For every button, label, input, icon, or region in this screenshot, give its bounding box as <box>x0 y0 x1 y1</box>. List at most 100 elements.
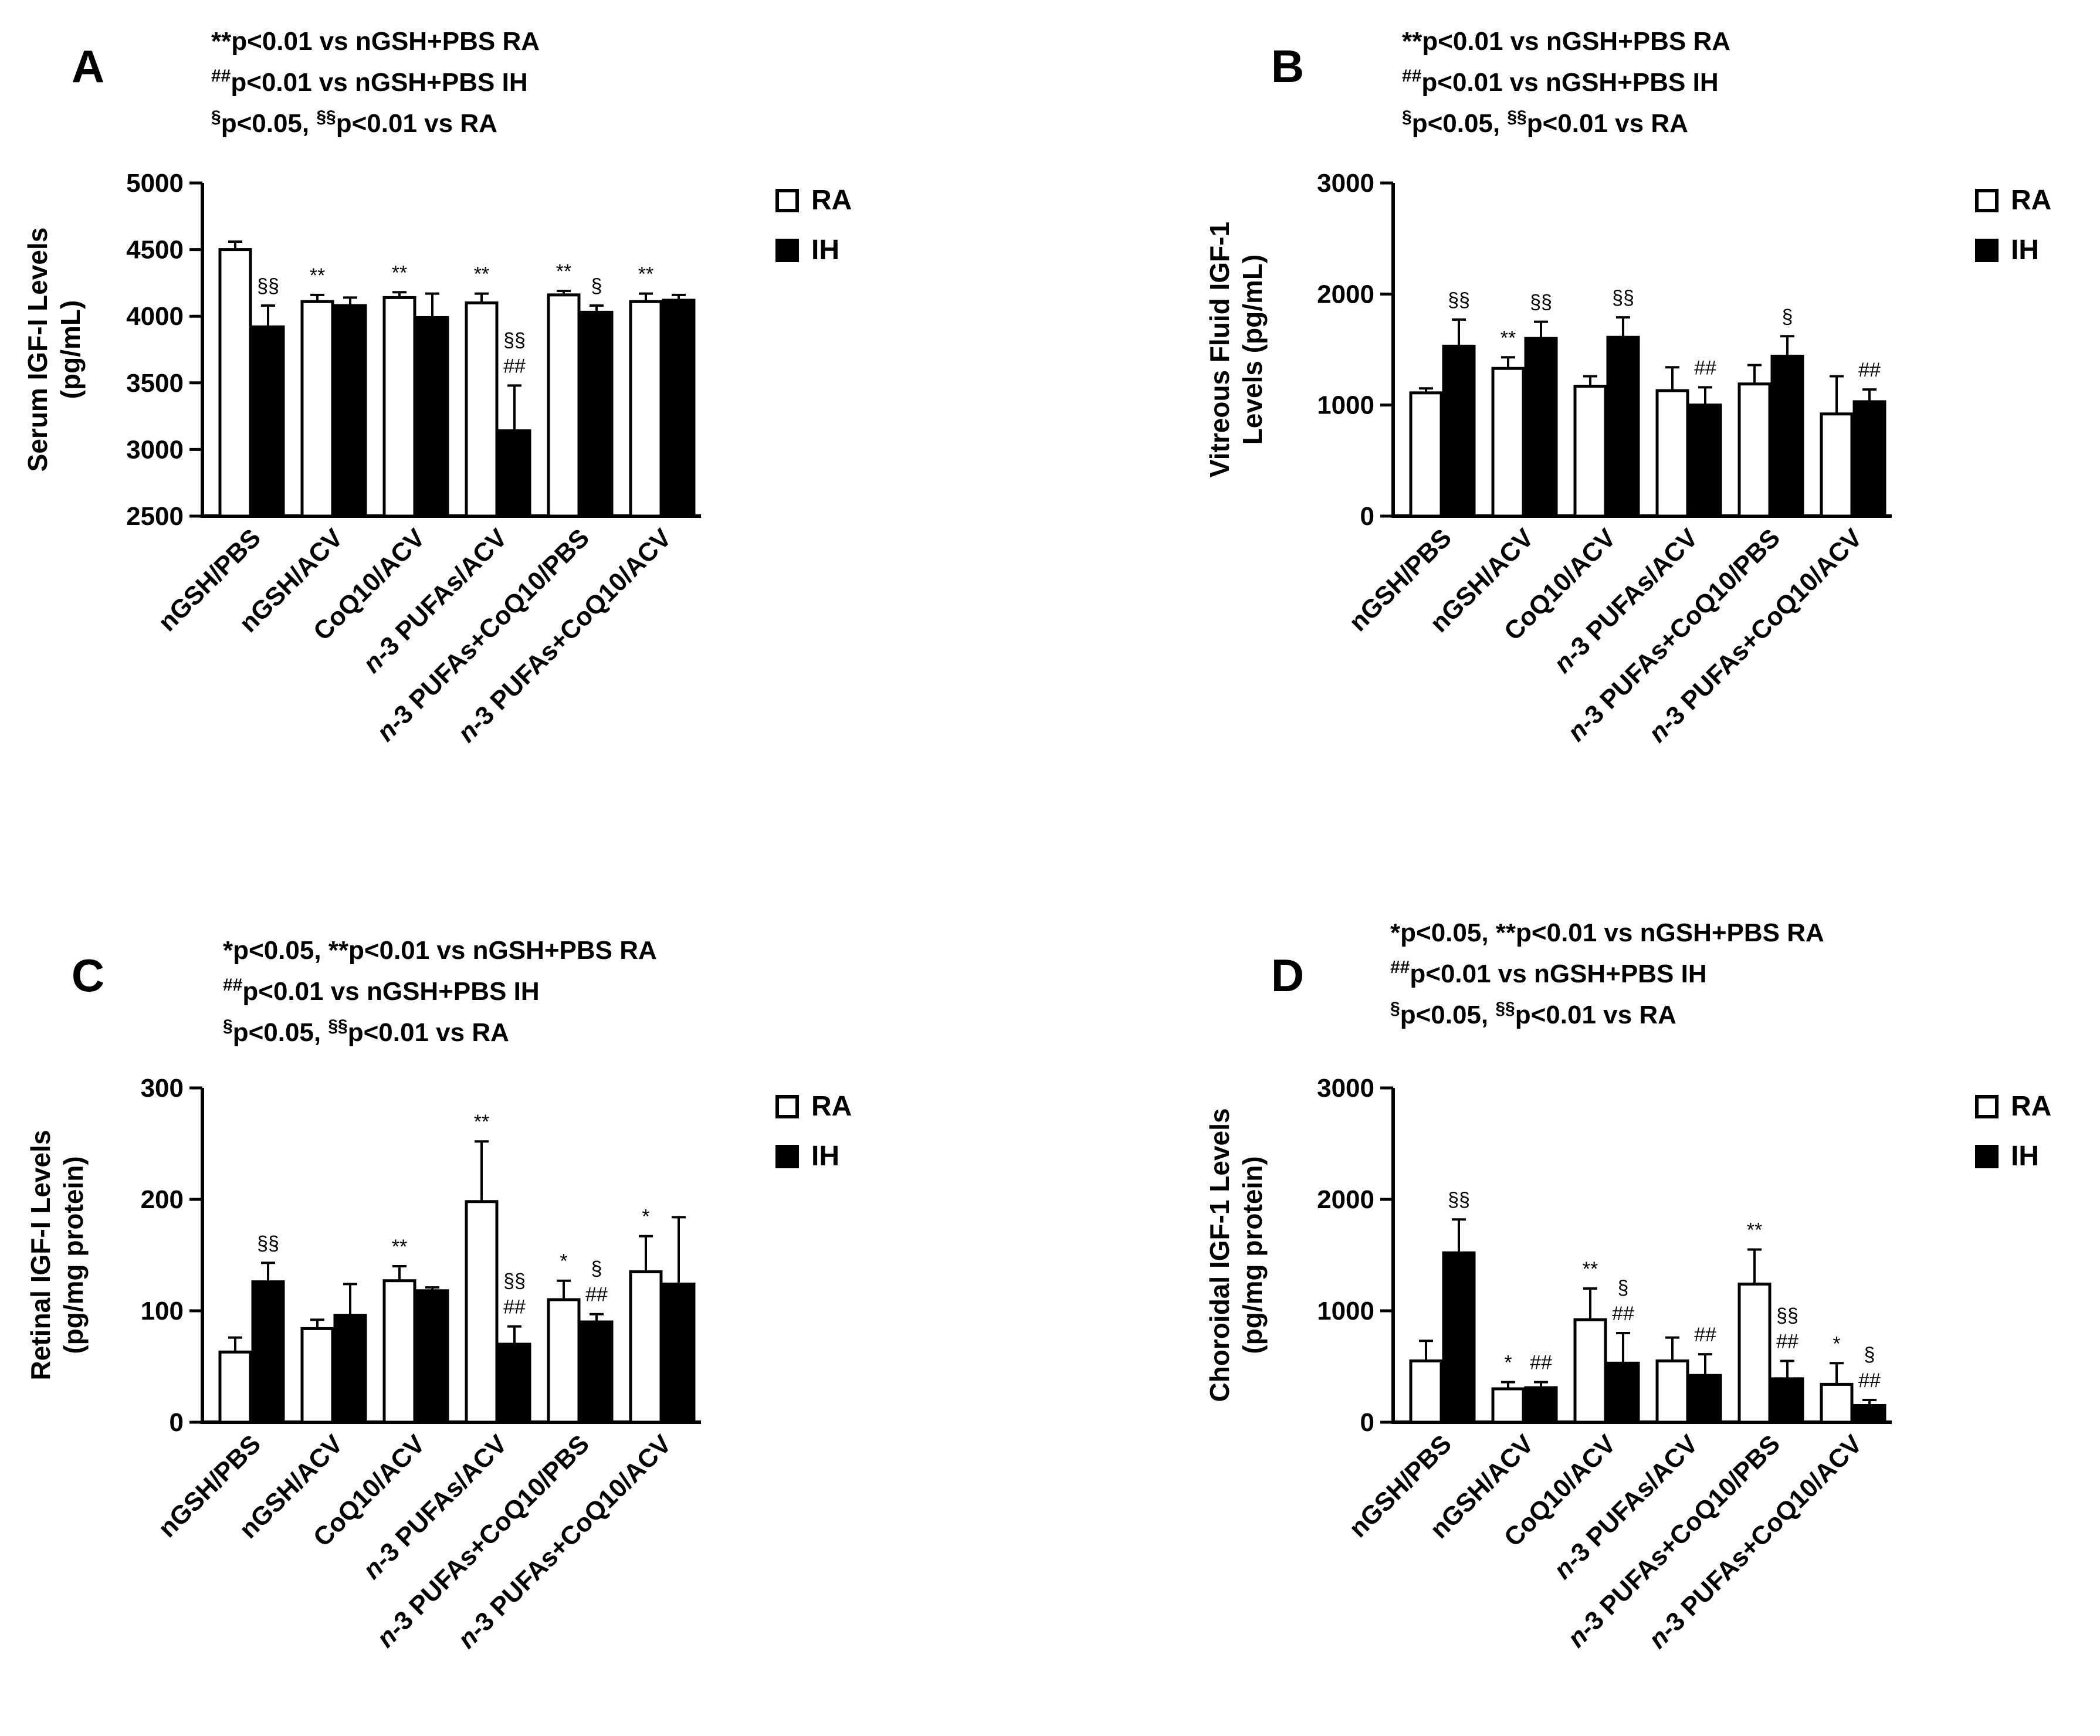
note-superscript: ## <box>1390 958 1410 977</box>
significance-mark: ## <box>1612 1303 1634 1325</box>
bar-ih <box>1852 1404 1886 1424</box>
y-tick-label: 0 <box>170 1408 184 1437</box>
significance-note: ##p<0.01 vs nGSH+PBS IH <box>223 975 540 1006</box>
legend-swatch-ih <box>1975 239 1999 262</box>
note-text: p<0.05, <box>1400 1001 1496 1029</box>
y-tick-label: 100 <box>141 1297 184 1325</box>
significance-mark: ** <box>638 263 653 286</box>
legend-swatch-ra <box>775 1095 799 1118</box>
y-tick-label: 2000 <box>1317 280 1374 308</box>
bar-ih <box>1606 335 1640 518</box>
bar-ra <box>218 1350 252 1424</box>
significance-mark: ## <box>1858 359 1881 381</box>
significance-mark: ## <box>1530 1352 1552 1374</box>
y-axis-label-line: (pg/mg protein) <box>58 1156 89 1354</box>
significance-note: §p<0.05, §§p<0.01 vs RA <box>223 1016 509 1047</box>
significance-note: §p<0.05, §§p<0.01 vs RA <box>1402 107 1688 138</box>
significance-mark: ** <box>392 262 407 284</box>
bar-ra <box>465 1200 499 1424</box>
note-text: p<0.01 vs RA <box>348 1018 509 1047</box>
y-axis-label: Vitreous Fluid IGF-1Levels (pg/mL) <box>1204 222 1268 477</box>
chart-panel-b: B **p<0.01 vs nGSH+PBS RA##p<0.01 vs nGSH… <box>1204 27 2051 748</box>
significance-mark: ** <box>1501 327 1516 349</box>
chart-panel-c: C *p<0.05, **p<0.01 vs nGSH+PBS RA##p<0.0… <box>25 936 852 1654</box>
legend: RA IH <box>1975 185 2051 266</box>
significance-mark: §§ <box>257 1232 279 1254</box>
bar-ih <box>1688 404 1722 518</box>
significance-mark: ** <box>1583 1258 1598 1280</box>
significance-mark: §§ <box>503 329 526 351</box>
bar-ra <box>1655 1359 1689 1424</box>
significance-mark: ## <box>1776 1331 1798 1353</box>
bar-ih <box>497 429 531 518</box>
note-superscript: § <box>1402 107 1412 127</box>
legend-swatch-ra <box>775 189 799 212</box>
bar-ra <box>300 300 334 518</box>
note-text: p<0.01 vs nGSH+PBS IH <box>242 977 539 1006</box>
significance-mark: ## <box>503 1296 526 1318</box>
panel-letter: C <box>72 950 104 1001</box>
note-text: p<0.01 vs nGSH+PBS IH <box>1421 68 1718 97</box>
legend-label-ih: IH <box>811 1141 839 1172</box>
significance-mark: § <box>591 275 602 297</box>
significance-mark: ** <box>556 260 571 283</box>
significance-mark: ** <box>474 263 489 286</box>
bar-ra <box>218 248 252 518</box>
significance-mark: ## <box>1694 357 1716 379</box>
bar-ra <box>1491 1387 1525 1424</box>
note-text: p<0.05, <box>233 1018 328 1047</box>
significance-note: *p<0.05, **p<0.01 vs nGSH+PBS RA <box>1390 918 1824 947</box>
bar-ih <box>497 1342 531 1424</box>
bar-ih <box>1442 1251 1476 1424</box>
y-tick-label: 1000 <box>1317 391 1374 420</box>
significance-mark: §§ <box>1612 287 1634 309</box>
note-superscript: § <box>1390 999 1400 1018</box>
note-text: *p<0.05, **p<0.01 vs nGSH+PBS RA <box>1390 918 1824 947</box>
bar-ra <box>1573 384 1607 518</box>
significance-mark: * <box>642 1206 649 1228</box>
bar-ra <box>1737 382 1772 518</box>
y-tick-label: 0 <box>1360 502 1374 531</box>
legend-label-ra: RA <box>811 185 852 216</box>
y-axis-label: Choroidal IGF-1 Levels(pg/mg protein) <box>1204 1108 1268 1402</box>
significance-mark: §§ <box>257 275 279 297</box>
note-superscript: § <box>211 107 221 127</box>
legend-label-ra: RA <box>2011 185 2051 216</box>
y-axis-label-line: Vitreous Fluid IGF-1 <box>1204 222 1235 477</box>
note-text: *p<0.05, **p<0.01 vs nGSH+PBS RA <box>223 936 657 965</box>
significance-mark: §§ <box>1448 289 1470 311</box>
y-tick-label: 0 <box>1360 1408 1374 1437</box>
panel-letter: B <box>1271 40 1304 92</box>
bar-ra <box>1491 367 1525 518</box>
y-axis-label: Retinal IGF-I Levels(pg/mg protein) <box>25 1130 89 1381</box>
note-superscript: §§ <box>1507 107 1526 127</box>
significance-mark: § <box>591 1258 602 1280</box>
chart-panel-a: A **p<0.01 vs nGSH+PBS RA##p<0.01 vs nGSH… <box>22 27 852 748</box>
bar-ra <box>382 1279 416 1424</box>
note-text: p<0.05, <box>1412 109 1508 138</box>
legend-swatch-ra <box>1975 189 1999 212</box>
bar-ra <box>300 1327 334 1424</box>
y-tick-label: 3000 <box>1317 1074 1374 1103</box>
significance-mark: § <box>1864 1344 1875 1366</box>
bar-ra <box>547 1298 581 1424</box>
note-text: **p<0.01 vs nGSH+PBS RA <box>211 27 540 56</box>
note-superscript: ## <box>1402 66 1422 86</box>
significance-note: **p<0.01 vs nGSH+PBS RA <box>211 27 540 56</box>
significance-mark: * <box>1504 1352 1512 1374</box>
significance-mark: ** <box>1747 1219 1762 1242</box>
legend: RA IH <box>1975 1091 2051 1172</box>
x-tick-label: n-3 PUFAs/ACV <box>1548 1429 1703 1585</box>
significance-note: *p<0.05, **p<0.01 vs nGSH+PBS RA <box>223 936 657 965</box>
y-axis-label-line: Levels (pg/mL) <box>1237 255 1268 445</box>
x-tick-label: n-3 PUFAs/ACV <box>1548 523 1703 679</box>
y-axis-label-line: Retinal IGF-I Levels <box>25 1130 56 1381</box>
y-axis-label-line: (pg/mL) <box>55 300 86 399</box>
significance-mark: ** <box>310 265 325 287</box>
y-tick-label: 2000 <box>1317 1185 1374 1214</box>
bar-ih <box>580 1320 614 1424</box>
significance-mark: §§ <box>503 1270 526 1293</box>
significance-mark: ## <box>503 355 526 377</box>
bar-ra <box>1409 391 1443 518</box>
x-tick-label: n-3 PUFAs/ACV <box>357 1429 513 1585</box>
